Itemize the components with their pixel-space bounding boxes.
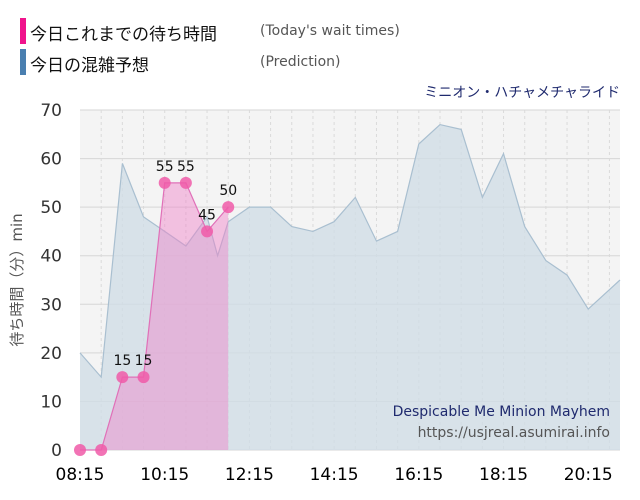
y-tick-label: 60 [40, 150, 62, 170]
today-point [74, 444, 86, 456]
y-axis-ticks: 0 10 20 30 40 50 60 70 [40, 101, 62, 461]
legend-label-prediction: 今日の混雑予想 [30, 56, 149, 76]
legend: 今日これまでの待ち時間 (Today's wait times) 今日の混雑予想… [20, 18, 440, 80]
y-tick-label: 20 [40, 344, 62, 364]
x-tick-label: 16:15 [394, 465, 443, 485]
today-point-label: 55 [156, 159, 174, 175]
today-point [222, 201, 235, 214]
legend-item-today: 今日これまでの待ち時間 (Today's wait times) [20, 18, 440, 45]
y-tick-label: 40 [40, 247, 62, 267]
today-point-label: 55 [177, 159, 195, 175]
today-point [137, 371, 150, 384]
today-point-label: 15 [135, 353, 153, 369]
y-tick-label: 70 [40, 101, 62, 121]
y-tick-label: 30 [40, 295, 62, 315]
today-point-label: 50 [219, 183, 237, 199]
prediction-area [80, 124, 620, 450]
legend-label-today: 今日これまでの待ち時間 [30, 25, 217, 45]
today-point-label: 15 [113, 353, 131, 369]
today-area [80, 182, 229, 450]
y-axis-label: 待ち時間（分）min [8, 213, 26, 346]
x-axis-ticks: 08:15 10:15 12:15 14:15 16:15 18:15 20:15 [56, 465, 613, 485]
attraction-name-ja: ミニオン・ハチャメチャライド [424, 85, 620, 101]
x-tick-label: 10:15 [140, 465, 189, 485]
legend-swatch-today [20, 18, 26, 44]
y-tick-label: 10 [40, 392, 62, 412]
today-point [179, 176, 192, 189]
attraction-url[interactable]: https://usjreal.asumirai.info [418, 425, 610, 441]
x-tick-label: 12:15 [225, 465, 274, 485]
today-point [116, 371, 129, 384]
today-point-label: 45 [198, 207, 216, 223]
legend-item-prediction: 今日の混雑予想 (Prediction) [20, 49, 440, 76]
x-tick-label: 20:15 [564, 465, 613, 485]
today-point [158, 176, 171, 189]
x-tick-label: 14:15 [310, 465, 359, 485]
y-tick-label: 0 [51, 441, 62, 461]
y-tick-label: 50 [40, 198, 62, 218]
prediction-line [79, 123, 621, 379]
x-tick-label: 18:15 [479, 465, 528, 485]
legend-sub-today: (Today's wait times) [260, 23, 400, 39]
today-points [74, 176, 235, 456]
attraction-name-en: Despicable Me Minion Mayhem [393, 404, 610, 420]
legend-sub-prediction: (Prediction) [260, 54, 341, 70]
legend-swatch-prediction [20, 49, 26, 75]
today-point [201, 225, 214, 238]
x-tick-label: 08:15 [56, 465, 105, 485]
today-point [95, 444, 108, 456]
today-line [80, 182, 229, 451]
